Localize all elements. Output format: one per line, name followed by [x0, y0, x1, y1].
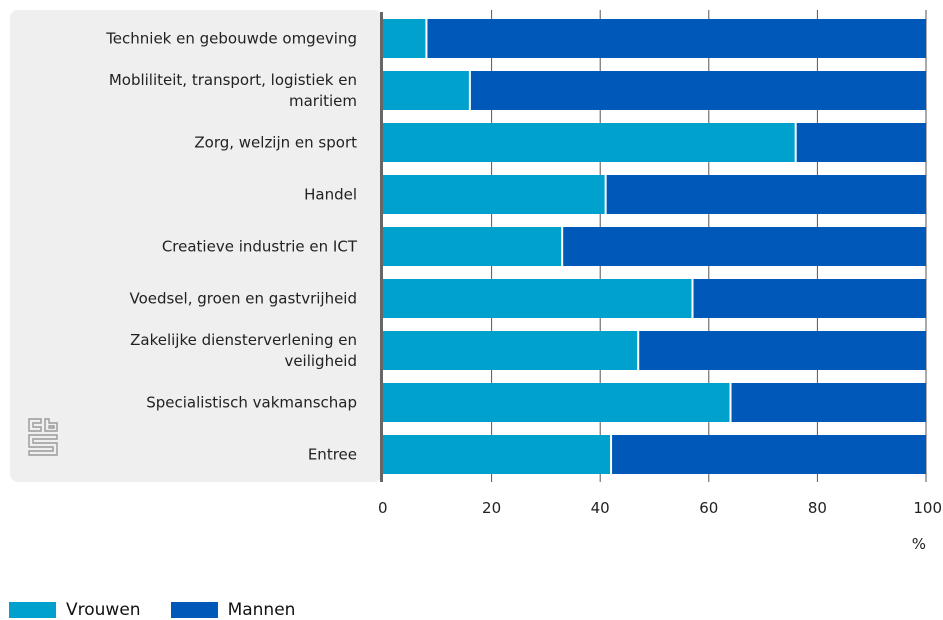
bar-layer	[383, 19, 926, 474]
legend-item-vrouwen: Vrouwen	[9, 600, 141, 620]
legend-swatch-mannen	[170, 602, 218, 618]
cbs-logo-icon	[28, 418, 58, 456]
category-label: Zakelijke diensterverlening en veiligheid	[130, 331, 357, 370]
tick-label-layer: 0 20 40 60 80 100	[378, 499, 942, 517]
bar-vrouwen	[383, 279, 693, 318]
x-tick-label: 0	[378, 499, 388, 517]
bar-vrouwen	[383, 175, 606, 214]
legend-item-mannen: Mannen	[170, 600, 296, 620]
x-tick-label: 60	[699, 499, 718, 517]
bar-mannen	[692, 279, 926, 318]
bar-vrouwen	[383, 123, 796, 162]
legend: Vrouwen Mannen	[9, 600, 325, 620]
category-label-layer: Techniek en gebouwde omgeving Mobliliteit…	[105, 30, 358, 464]
bar-mannen	[638, 331, 926, 370]
bar-mannen	[605, 175, 926, 214]
x-unit-label: %	[912, 535, 926, 553]
bar-mannen	[562, 227, 926, 266]
x-tick-label: 40	[591, 499, 610, 517]
legend-label-mannen: Mannen	[227, 600, 296, 620]
legend-swatch-vrouwen	[9, 602, 56, 618]
category-label: Creatieve industrie en ICT	[162, 238, 358, 256]
x-tick-label: 20	[482, 499, 501, 517]
x-tick-label: 80	[808, 499, 827, 517]
category-label: Mobliliteit, transport, logistiek en mari…	[109, 71, 357, 110]
bar-vrouwen	[383, 71, 470, 110]
category-label: Techniek en gebouwde omgeving	[105, 30, 357, 48]
category-label: Specialistisch vakmanschap	[146, 394, 357, 412]
bar-vrouwen	[383, 383, 731, 422]
category-label: Voedsel, groen en gastvrijheid	[129, 290, 357, 308]
bar-vrouwen	[383, 227, 563, 266]
bar-mannen	[469, 71, 926, 110]
bar-mannen	[611, 435, 926, 474]
legend-label-vrouwen: Vrouwen	[66, 600, 141, 620]
category-label: Handel	[304, 186, 357, 204]
category-label: Entree	[308, 446, 357, 464]
bar-mannen	[730, 383, 926, 422]
bar-vrouwen	[383, 19, 427, 58]
stacked-bar-chart: Techniek en gebouwde omgeving Mobliliteit…	[10, 10, 942, 553]
category-panel	[10, 10, 382, 482]
bar-vrouwen	[383, 331, 639, 370]
bar-mannen	[426, 19, 926, 58]
bar-vrouwen	[383, 435, 612, 474]
bar-mannen	[795, 123, 926, 162]
x-tick-label: 100	[913, 499, 942, 517]
category-label: Zorg, welzijn en sport	[194, 134, 357, 152]
